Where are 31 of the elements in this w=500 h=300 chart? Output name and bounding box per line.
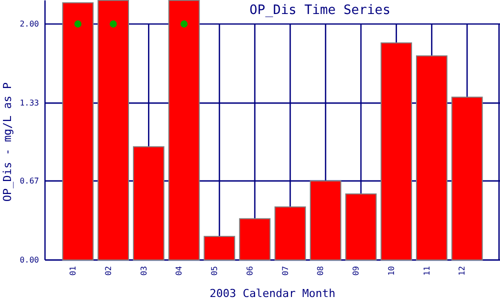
x-tick-label: 10	[386, 266, 396, 276]
bar	[380, 42, 412, 260]
bar	[98, 0, 129, 260]
bar	[451, 96, 483, 260]
y-tick-label: 0.00	[20, 256, 40, 265]
bar	[62, 2, 94, 260]
x-tick-label: 04	[174, 266, 184, 276]
x-axis-title: 2003 Calendar Month	[210, 287, 336, 300]
y-tick-label: 1.33	[20, 98, 40, 108]
bar	[345, 193, 377, 260]
chart-title: OP_Dis Time Series	[250, 3, 390, 18]
bar	[204, 236, 236, 260]
x-tick-label: 12	[458, 266, 467, 276]
y-axis-title: OP_Dis - mg/L as P	[1, 82, 14, 202]
bar	[132, 146, 164, 260]
bar	[168, 0, 200, 260]
x-tick-label: 08	[316, 266, 326, 276]
bar	[274, 206, 306, 260]
x-tick-label: 05	[210, 266, 220, 276]
bar	[416, 55, 448, 260]
x-tick-label: 07	[280, 266, 290, 276]
x-tick-label: 03	[139, 266, 148, 276]
x-tick-label: 06	[245, 266, 254, 276]
x-tick-label: 09	[352, 266, 361, 276]
x-tick-label: 02	[104, 266, 113, 276]
bar	[310, 180, 342, 260]
x-tick-label: 01	[68, 266, 78, 276]
x-tick-label: 11	[422, 266, 432, 276]
y-tick-label: 0.67	[20, 176, 40, 186]
bar	[239, 218, 271, 260]
y-tick-label: 2.00	[20, 20, 40, 29]
